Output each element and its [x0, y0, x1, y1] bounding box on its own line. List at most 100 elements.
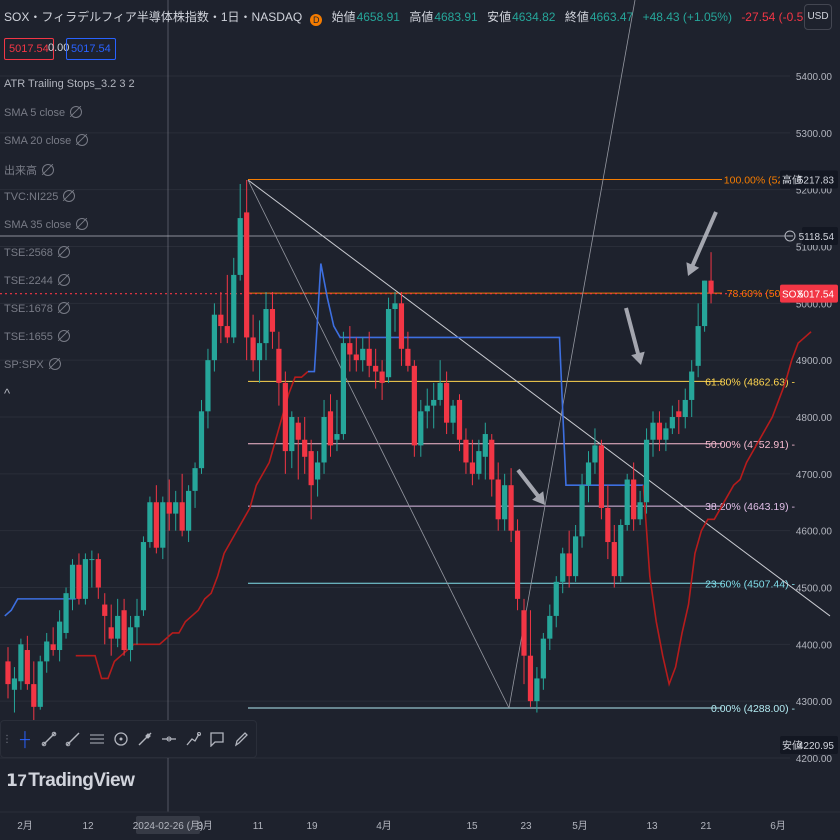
hidden-eye-icon[interactable] [63, 190, 76, 202]
price-axis-badge[interactable]: 5118.54 [799, 226, 838, 245]
indicator-item[interactable]: SMA 5 close [4, 106, 83, 119]
low-value: 4634.82 [512, 10, 556, 24]
candle-body [102, 604, 108, 616]
candle-body [469, 462, 475, 474]
badge-value: 5217.83 [798, 176, 835, 187]
indicator-item[interactable]: 出来高 [4, 162, 54, 178]
candle-body [631, 479, 637, 520]
candle-body [392, 303, 398, 310]
indicator-item[interactable]: TSE:2244 [4, 274, 70, 287]
fib-level-label: 50.00% (4752.91) - [705, 439, 795, 451]
x-tick-label: 21 [700, 821, 712, 832]
y-tick-label: 5300.00 [796, 129, 833, 140]
candle-body [76, 564, 82, 599]
market-status-icon[interactable]: D [310, 14, 323, 26]
parallel-channel-icon[interactable] [85, 724, 109, 754]
measure-icon[interactable] [157, 724, 181, 754]
candle-body [37, 661, 43, 707]
indicator-item[interactable]: SP:SPX [4, 358, 61, 371]
candle-body [534, 678, 540, 702]
hidden-eye-icon[interactable] [42, 164, 54, 176]
hidden-eye-icon[interactable] [57, 274, 70, 286]
trend-line [247, 179, 831, 617]
candle-body [276, 348, 282, 383]
candle-body [82, 559, 88, 599]
candle-body [289, 417, 295, 452]
indicator-label: ATR Trailing Stops_3.2 3 2 [4, 78, 135, 90]
hidden-eye-icon[interactable] [48, 358, 61, 370]
drawing-toolbar: ⋮ ┼ [0, 720, 257, 758]
candle-body [373, 365, 379, 372]
tradingview-logo-text: TradingView [28, 770, 135, 791]
candle-body [173, 502, 179, 514]
close-value: 4663.47 [589, 10, 634, 24]
candle-body [566, 553, 572, 577]
pencil-icon[interactable] [229, 724, 253, 754]
candle-body [495, 479, 501, 520]
hidden-eye-icon[interactable] [76, 218, 89, 230]
candle-body [121, 610, 127, 651]
y-tick-label: 4800.00 [796, 413, 833, 424]
buy-price-box[interactable]: 5017.54 [66, 38, 116, 60]
indicator-item[interactable]: SMA 20 close [4, 134, 89, 147]
candle-body [231, 274, 237, 338]
ray-icon[interactable] [61, 724, 85, 754]
candle-body [592, 445, 598, 463]
hidden-eye-icon[interactable] [57, 330, 70, 342]
candle-body [327, 411, 334, 446]
y-tick-label: 4200.00 [796, 754, 833, 765]
candle-body [44, 641, 50, 662]
hidden-eye-icon[interactable] [76, 134, 89, 146]
indicator-item[interactable]: TSE:1655 [4, 330, 70, 343]
crosshair-icon[interactable]: ┼ [20, 731, 30, 747]
indicator-label: TVC:NI225 [4, 191, 59, 203]
candle-body [502, 485, 508, 520]
candle-body [269, 309, 276, 332]
path-icon[interactable] [181, 724, 205, 754]
indicator-item[interactable]: TSE:2568 [4, 246, 70, 259]
candle-body [50, 644, 56, 651]
brush-icon[interactable] [133, 724, 157, 754]
indicator-item[interactable]: ATR Trailing Stops_3.2 3 2 [4, 78, 135, 90]
indicator-item[interactable]: TSE:1678 [4, 302, 70, 315]
currency-button[interactable]: USD [804, 4, 832, 30]
hidden-eye-icon[interactable] [70, 106, 83, 118]
candle-body [295, 422, 301, 440]
atr-stop-line [642, 331, 812, 687]
candle-body [198, 411, 205, 469]
candle-body [115, 615, 121, 639]
indicator-item[interactable]: TVC:NI225 [4, 190, 76, 203]
symbol-title[interactable]: SOX・フィラデルフィア半導体株指数・1日・NASDAQ [4, 10, 303, 24]
fib-diagonal [247, 179, 510, 709]
candle-body [398, 303, 405, 349]
candle-body [218, 314, 224, 327]
candle-body [508, 485, 514, 531]
candle-body [482, 434, 488, 457]
tradingview-logo[interactable]: 𝟭7 TradingView [6, 770, 135, 792]
trendline-icon[interactable] [37, 724, 61, 754]
badge-bg [780, 170, 838, 189]
candle-body [585, 462, 592, 486]
candle-body [476, 451, 482, 474]
high-value: 4683.91 [434, 10, 478, 24]
x-tick-label: 13 [646, 821, 658, 832]
candle-body [89, 559, 95, 561]
callout-icon[interactable] [205, 724, 229, 754]
circle-icon[interactable] [109, 724, 133, 754]
sell-price-box[interactable]: 5017.54 [4, 38, 54, 60]
hidden-eye-icon[interactable] [57, 246, 70, 258]
candle-body [321, 417, 327, 463]
indicator-item[interactable]: SMA 35 close [4, 218, 89, 231]
candle-body [205, 360, 211, 412]
dots-handle-icon[interactable]: ⋮ [2, 733, 12, 745]
y-tick-label: 5100.00 [796, 243, 833, 254]
x-tick-label: 19 [306, 821, 318, 832]
hidden-eye-icon[interactable] [57, 302, 70, 314]
spread-value: 0.00 [48, 42, 70, 54]
collapse-legend-icon[interactable]: ^ [4, 386, 11, 401]
